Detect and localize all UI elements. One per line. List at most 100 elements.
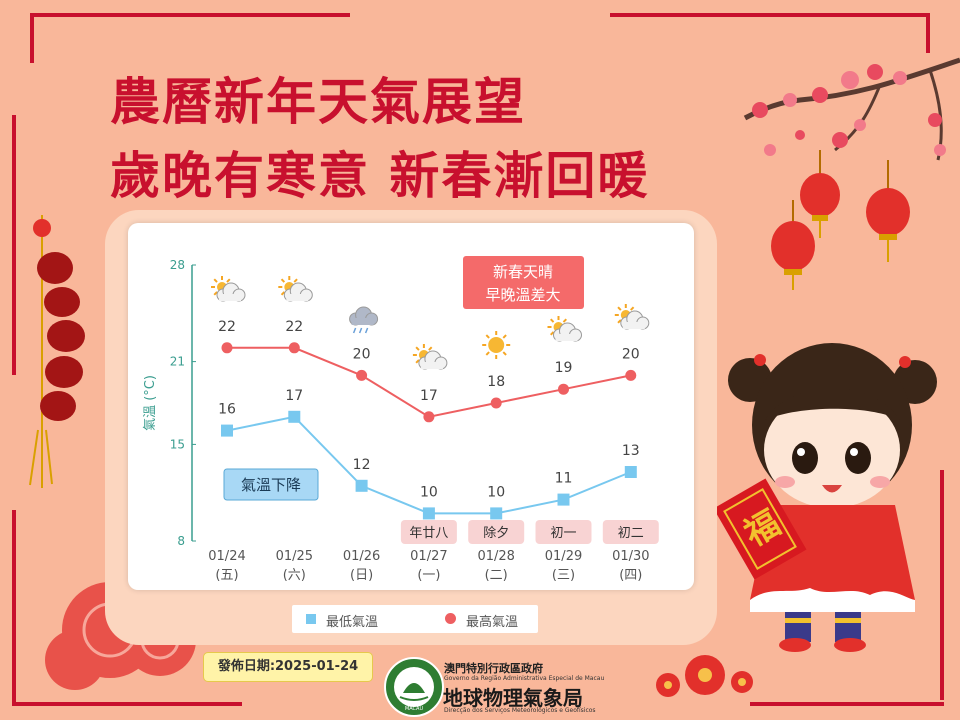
chart-legend: 最低氣溫 最高氣溫	[292, 605, 538, 633]
sun-cloud-icon	[278, 276, 313, 302]
sun-ray	[213, 291, 218, 296]
sun-ray	[562, 318, 567, 323]
data-label: 22	[285, 319, 303, 335]
x-tick-label: 01/27	[410, 549, 447, 564]
data-point-low	[288, 410, 301, 423]
legend-label-low: 最低氣溫	[326, 615, 379, 630]
data-point-low	[624, 466, 637, 478]
bureau-gov-name-pt: Governo da Região Administrativa Especia…	[444, 675, 605, 682]
cloud-part	[351, 318, 374, 325]
festival-label: 初一	[550, 526, 576, 541]
data-point-low	[221, 424, 233, 437]
frame-line	[30, 13, 350, 17]
data-label: 20	[353, 346, 371, 362]
x-tick-label: 01/24	[208, 549, 245, 564]
sun-ray	[485, 334, 490, 339]
data-point-high	[356, 369, 368, 381]
sun-cloud-icon	[547, 316, 582, 342]
data-label: 13	[622, 443, 640, 459]
smg-logo-icon: MACAU	[384, 657, 444, 717]
frame-line	[750, 702, 944, 706]
data-point-high	[423, 411, 435, 423]
frame-line	[926, 13, 930, 53]
sun-cloud-icon	[614, 304, 650, 330]
x-weekday-label: (五)	[215, 568, 238, 583]
y-tick-label: 21	[170, 355, 185, 369]
festival-label: 年廿八	[409, 526, 448, 541]
sun-ray	[617, 306, 622, 311]
sun-icon	[482, 331, 511, 359]
frame-line	[30, 13, 34, 63]
y-tick-label: 28	[170, 258, 185, 272]
page-title: 農曆新年天氣展望	[110, 72, 526, 131]
frame-line	[12, 510, 16, 705]
frame-line	[12, 115, 16, 375]
sun-ray	[502, 334, 507, 339]
legend-marker-low	[306, 614, 316, 624]
sun-ray	[428, 346, 433, 351]
festival-badge	[602, 520, 659, 544]
cloud-part	[622, 322, 645, 329]
logo-art: MACAU	[399, 683, 429, 712]
lantern-icon	[800, 150, 840, 238]
y-tick-label: 8	[177, 534, 185, 548]
cloud-part	[286, 294, 309, 301]
weather-icons	[211, 276, 650, 370]
data-point-low	[557, 493, 570, 506]
rain-drop	[364, 327, 369, 334]
x-tick-label: 01/29	[545, 549, 582, 564]
sun-ray	[630, 306, 635, 311]
cloud-part	[420, 362, 443, 369]
data-point-high	[221, 342, 233, 354]
x-weekday-label: (三)	[552, 568, 575, 583]
sun-ray	[415, 346, 420, 351]
data-label: 16	[218, 402, 236, 418]
lantern-icon	[866, 160, 910, 262]
x-weekday-label: (日)	[350, 568, 373, 583]
sun-ray	[226, 278, 231, 283]
data-label: 17	[285, 388, 303, 404]
chart-series: 22 22 20 17 18 19 20 16 17 12 10 10 11 13	[218, 319, 640, 520]
data-label: 22	[218, 319, 236, 335]
sun-cloud-icon	[412, 344, 448, 370]
y-axis-label: 氣溫 (°C)	[143, 375, 158, 431]
sun-ray	[280, 291, 286, 296]
x-weekday-label: (四)	[619, 568, 642, 583]
bureau-gov-name: 澳門特別行政區政府	[444, 662, 543, 675]
sun-ray	[550, 331, 555, 336]
data-point-low	[355, 479, 368, 492]
festival-badge	[535, 520, 592, 544]
data-point-low	[422, 507, 435, 520]
sun-ray	[617, 319, 622, 324]
data-point-high	[490, 397, 502, 409]
bureau-name: 地球物理氣象局	[443, 686, 583, 710]
frame-line	[610, 13, 930, 17]
data-label: 17	[420, 388, 438, 404]
festival-label: 初二	[618, 526, 644, 541]
x-tick-label: 01/25	[276, 549, 313, 564]
flower-icon	[656, 655, 753, 697]
girl-character-icon	[713, 343, 937, 652]
x-tick-label: 01/28	[477, 549, 514, 564]
sun-ray	[550, 318, 555, 323]
sun-ray	[415, 359, 420, 364]
rain-drop	[358, 327, 363, 334]
legend-label-high: 最高氣溫	[466, 615, 519, 630]
rain-drop	[352, 327, 357, 334]
chart-axes: 8 15 21 28 氣溫 (°C) 01/24 (五) 01/25 (六) 01/26 (日) 01…	[143, 258, 650, 583]
x-tick-label: 01/30	[612, 549, 649, 564]
x-weekday-label: (一)	[417, 568, 440, 583]
x-weekday-label: (二)	[485, 568, 508, 583]
warm-annotation-line1: 新春天晴	[493, 263, 553, 281]
sun-ray	[485, 351, 490, 356]
lantern-icon	[771, 200, 815, 290]
chart-panel: 8 15 21 28 氣溫 (°C) 01/24 (五) 01/25 (六) 01/26 (日) 01…	[128, 223, 694, 590]
warm-annotation-line2: 早晚溫差大	[485, 286, 560, 304]
data-point-high	[625, 369, 637, 381]
data-label: 20	[622, 346, 640, 362]
cold-annotation-text: 氣溫下降	[241, 476, 301, 494]
sun-cloud-icon	[211, 276, 246, 302]
festival-badge	[468, 520, 525, 544]
bureau-name-pt: Direcção dos Serviços Meteorológicos e G…	[444, 707, 596, 714]
